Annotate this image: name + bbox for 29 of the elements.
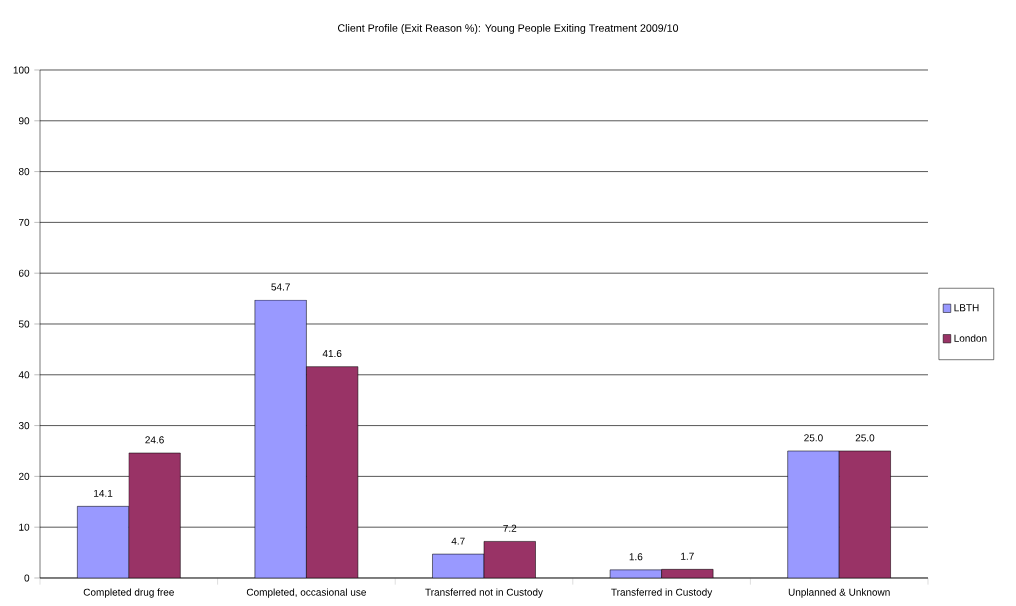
y-tick-label: 100 [13, 66, 30, 74]
data-label: 24.6 [145, 436, 164, 444]
data-label: 25.0 [804, 434, 823, 442]
data-label: 25.0 [855, 434, 875, 442]
data-label: 4.7 [451, 537, 465, 545]
y-tick-label: 60 [18, 269, 30, 277]
data-label: 1.7 [681, 552, 694, 560]
data-label: 1.6 [629, 553, 643, 561]
data-label: 7.2 [503, 524, 517, 532]
data-label: 14.1 [94, 489, 113, 497]
x-tick-label: Transferred not in Custody [425, 588, 543, 598]
data-label: 41.6 [322, 349, 342, 358]
data-label: 54.7 [271, 283, 290, 291]
y-tick-label: 20 [18, 472, 30, 480]
y-tick-label: 0 [24, 574, 30, 582]
y-tick-label: 70 [19, 218, 30, 226]
legend-label: LBTH [954, 304, 979, 312]
y-tick-label: 40 [18, 371, 30, 379]
legend-label: London [954, 334, 987, 342]
y-tick-label: 80 [18, 168, 30, 176]
x-tick-label: Transferred in Custody [611, 588, 713, 598]
x-tick-label: Completed, occasional use [246, 588, 366, 598]
chart-title: Client Profile (Exit Reason %): Young People Exiting Treatment 2009/10 [337, 24, 679, 34]
x-tick-label: Completed drug free [83, 588, 174, 598]
y-tick-label: 50 [18, 320, 30, 328]
y-tick-label: 10 [19, 523, 30, 531]
x-tick-label: Unplanned & Unknown [788, 588, 890, 598]
y-tick-label: 90 [18, 117, 30, 125]
y-tick-label: 30 [18, 422, 30, 430]
